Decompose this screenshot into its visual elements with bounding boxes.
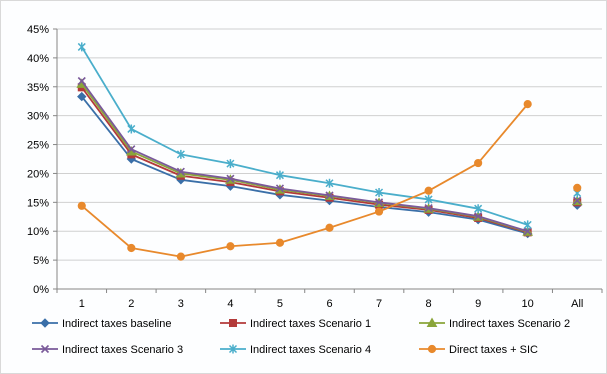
series-line <box>81 86 528 234</box>
y-tick-label: 30% <box>27 111 49 123</box>
legend-item: Direct taxes + SIC <box>419 344 538 356</box>
data-point <box>226 242 235 251</box>
data-point <box>325 191 334 200</box>
legend-label: Direct taxes + SIC <box>449 344 538 356</box>
series-line <box>81 96 528 235</box>
series-6 <box>77 100 582 261</box>
x-tick-label: 7 <box>376 298 382 310</box>
data-point <box>77 76 86 86</box>
data-point <box>573 183 582 192</box>
x-tick-label: All <box>571 298 583 310</box>
axes: 0% 5% 10% 15% 20% 25% 30% 35% 40% 45% 1 2 3 4 5 6 7 8 9 10 A… <box>27 24 603 310</box>
data-point <box>424 186 433 195</box>
legend-label: Indirect taxes Scenario 1 <box>250 318 371 330</box>
y-tick-label: 10% <box>27 226 49 238</box>
data-point <box>77 91 87 102</box>
data-point <box>523 100 532 109</box>
data-point <box>374 198 384 207</box>
data-point <box>226 159 235 169</box>
legend-item: Indirect taxes Scenario 1 <box>220 318 371 330</box>
data-point <box>176 252 185 261</box>
data-point <box>176 167 185 176</box>
data-point <box>275 170 284 180</box>
series-5 <box>77 42 582 230</box>
legend-marker <box>426 317 438 327</box>
legend-marker <box>229 319 237 327</box>
series-group <box>76 42 583 261</box>
legend-item: Indirect taxes baseline <box>32 318 171 330</box>
data-point <box>325 223 334 232</box>
data-point <box>77 201 86 210</box>
y-tick-label: 45% <box>27 24 49 36</box>
legend-label: Indirect taxes Scenario 4 <box>250 344 371 356</box>
legend-label: Indirect taxes baseline <box>62 318 171 330</box>
data-point <box>275 184 285 193</box>
y-tick-label: 20% <box>27 168 49 180</box>
legend-marker <box>40 318 50 328</box>
data-point <box>325 178 334 188</box>
y-tick-label: 5% <box>33 255 49 267</box>
series-line <box>81 103 529 258</box>
y-tick-label: 25% <box>27 140 49 152</box>
series-3 <box>76 78 583 236</box>
data-point <box>275 238 285 247</box>
y-tick-label: 15% <box>27 197 49 209</box>
data-point <box>424 204 433 213</box>
data-point <box>374 207 384 216</box>
x-tick-label: 2 <box>128 298 134 310</box>
x-tick-label: 5 <box>277 298 283 310</box>
data-point <box>573 196 582 205</box>
series-line <box>81 46 528 226</box>
data-point <box>226 174 235 183</box>
x-tick-label: 1 <box>79 298 85 310</box>
legend-item: Indirect taxes Scenario 4 <box>220 344 371 356</box>
data-point <box>474 158 483 168</box>
data-point <box>523 220 532 230</box>
data-point <box>523 227 532 236</box>
y-tick-label: 0% <box>33 284 49 296</box>
data-point <box>474 212 483 221</box>
x-tick-label: 6 <box>326 298 332 310</box>
data-point <box>77 42 86 52</box>
x-tick-label: 8 <box>426 298 432 310</box>
data-point <box>176 149 185 159</box>
y-tick-label: 40% <box>27 53 49 65</box>
legend-marker <box>427 344 437 354</box>
data-point <box>375 188 384 198</box>
legend-label: Indirect taxes Scenario 2 <box>449 318 570 330</box>
x-tick-label: 9 <box>475 298 481 310</box>
legend-marker <box>228 344 238 354</box>
series-line <box>81 80 528 233</box>
data-point <box>424 194 433 204</box>
x-tick-label: 10 <box>522 298 534 310</box>
data-point <box>127 243 136 253</box>
legend-label: Indirect taxes Scenario 3 <box>62 344 183 356</box>
x-tick-label: 4 <box>227 298 233 310</box>
y-tick-label: 35% <box>27 82 49 94</box>
legend-marker <box>40 344 50 354</box>
data-point <box>127 145 136 154</box>
data-point <box>474 204 483 214</box>
series-1 <box>77 91 582 239</box>
series-4 <box>77 76 582 236</box>
data-point <box>127 124 136 134</box>
legend: Indirect taxes baseline Indirect taxes Sc… <box>32 317 570 356</box>
x-tick-label: 3 <box>178 298 184 310</box>
gridlines <box>57 28 602 261</box>
legend-item: Indirect taxes Scenario 3 <box>32 344 183 356</box>
legend-item: Indirect taxes Scenario 2 <box>419 317 570 330</box>
